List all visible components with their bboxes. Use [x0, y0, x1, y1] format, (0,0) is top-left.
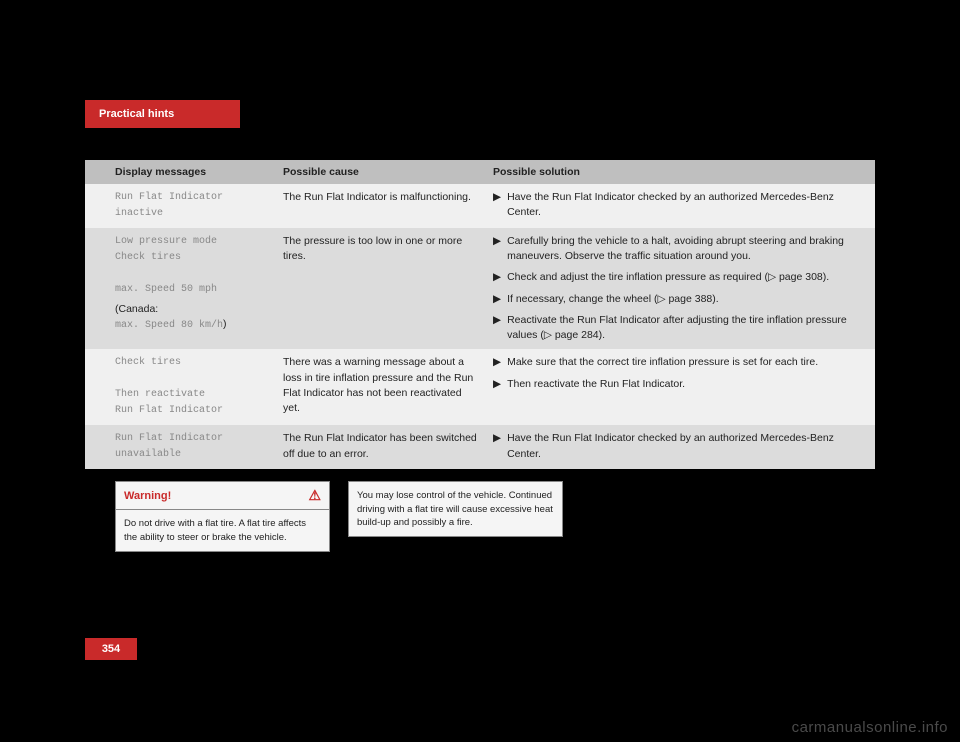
- cell-solution: ▶Have the Run Flat Indicator checked by …: [485, 425, 875, 469]
- arrow-icon: ▶: [493, 270, 501, 285]
- note-box: You may lose control of the vehicle. Con…: [348, 481, 563, 537]
- solution-item: ▶If necessary, change the wheel (▷ page …: [493, 292, 867, 307]
- table-row: Low pressure modeCheck tires max. Speed …: [85, 228, 875, 349]
- watermark: carmanualsonline.info: [792, 719, 948, 736]
- page-number: 354: [85, 638, 137, 660]
- cell-cause: The Run Flat Indicator is malfunctioning…: [275, 184, 485, 228]
- warning-title: Warning!: [124, 490, 171, 502]
- arrow-icon: ▶: [493, 377, 501, 392]
- th-possible-cause: Possible cause: [275, 160, 485, 184]
- solution-item: ▶Check and adjust the tire inflation pre…: [493, 270, 867, 285]
- warning-body: Do not drive with a flat tire. A flat ti…: [116, 510, 329, 551]
- cell-solution: ▶Have the Run Flat Indicator checked by …: [485, 184, 875, 228]
- table-row: Run Flat IndicatorunavailableThe Run Fla…: [85, 425, 875, 469]
- warning-box: Warning! ⚠ Do not drive with a flat tire…: [115, 481, 330, 552]
- table-row: Run Flat IndicatorinactiveThe Run Flat I…: [85, 184, 875, 228]
- cell-message: Run Flat Indicatorunavailable: [85, 425, 275, 469]
- warning-icon: ⚠: [308, 487, 321, 504]
- messages-table: Display messages Possible cause Possible…: [85, 160, 875, 469]
- cell-message: Low pressure modeCheck tires max. Speed …: [85, 228, 275, 349]
- solution-item: ▶Have the Run Flat Indicator checked by …: [493, 431, 867, 461]
- solution-item: ▶Carefully bring the vehicle to a halt, …: [493, 234, 867, 264]
- solution-item: ▶Have the Run Flat Indicator checked by …: [493, 190, 867, 220]
- arrow-icon: ▶: [493, 431, 501, 461]
- cell-solution: ▶Carefully bring the vehicle to a halt, …: [485, 228, 875, 349]
- solution-item: ▶Make sure that the correct tire inflati…: [493, 355, 867, 370]
- solution-item: ▶Reactivate the Run Flat Indicator after…: [493, 313, 867, 343]
- cell-solution: ▶Make sure that the correct tire inflati…: [485, 349, 875, 425]
- cell-cause: There was a warning message about a loss…: [275, 349, 485, 425]
- cell-message: Check tires Then reactivateRun Flat Indi…: [85, 349, 275, 425]
- arrow-icon: ▶: [493, 355, 501, 370]
- th-possible-solution: Possible solution: [485, 160, 875, 184]
- section-tab: Practical hints: [85, 100, 240, 128]
- arrow-icon: ▶: [493, 234, 501, 264]
- arrow-icon: ▶: [493, 292, 501, 307]
- table-row: Check tires Then reactivateRun Flat Indi…: [85, 349, 875, 425]
- cell-cause: The pressure is too low in one or more t…: [275, 228, 485, 349]
- solution-item: ▶Then reactivate the Run Flat Indicator.: [493, 377, 867, 392]
- arrow-icon: ▶: [493, 313, 501, 343]
- arrow-icon: ▶: [493, 190, 501, 220]
- th-display-messages: Display messages: [85, 160, 275, 184]
- cell-message: Run Flat Indicatorinactive: [85, 184, 275, 228]
- cell-cause: The Run Flat Indicator has been switched…: [275, 425, 485, 469]
- section-subtitle: [85, 134, 875, 148]
